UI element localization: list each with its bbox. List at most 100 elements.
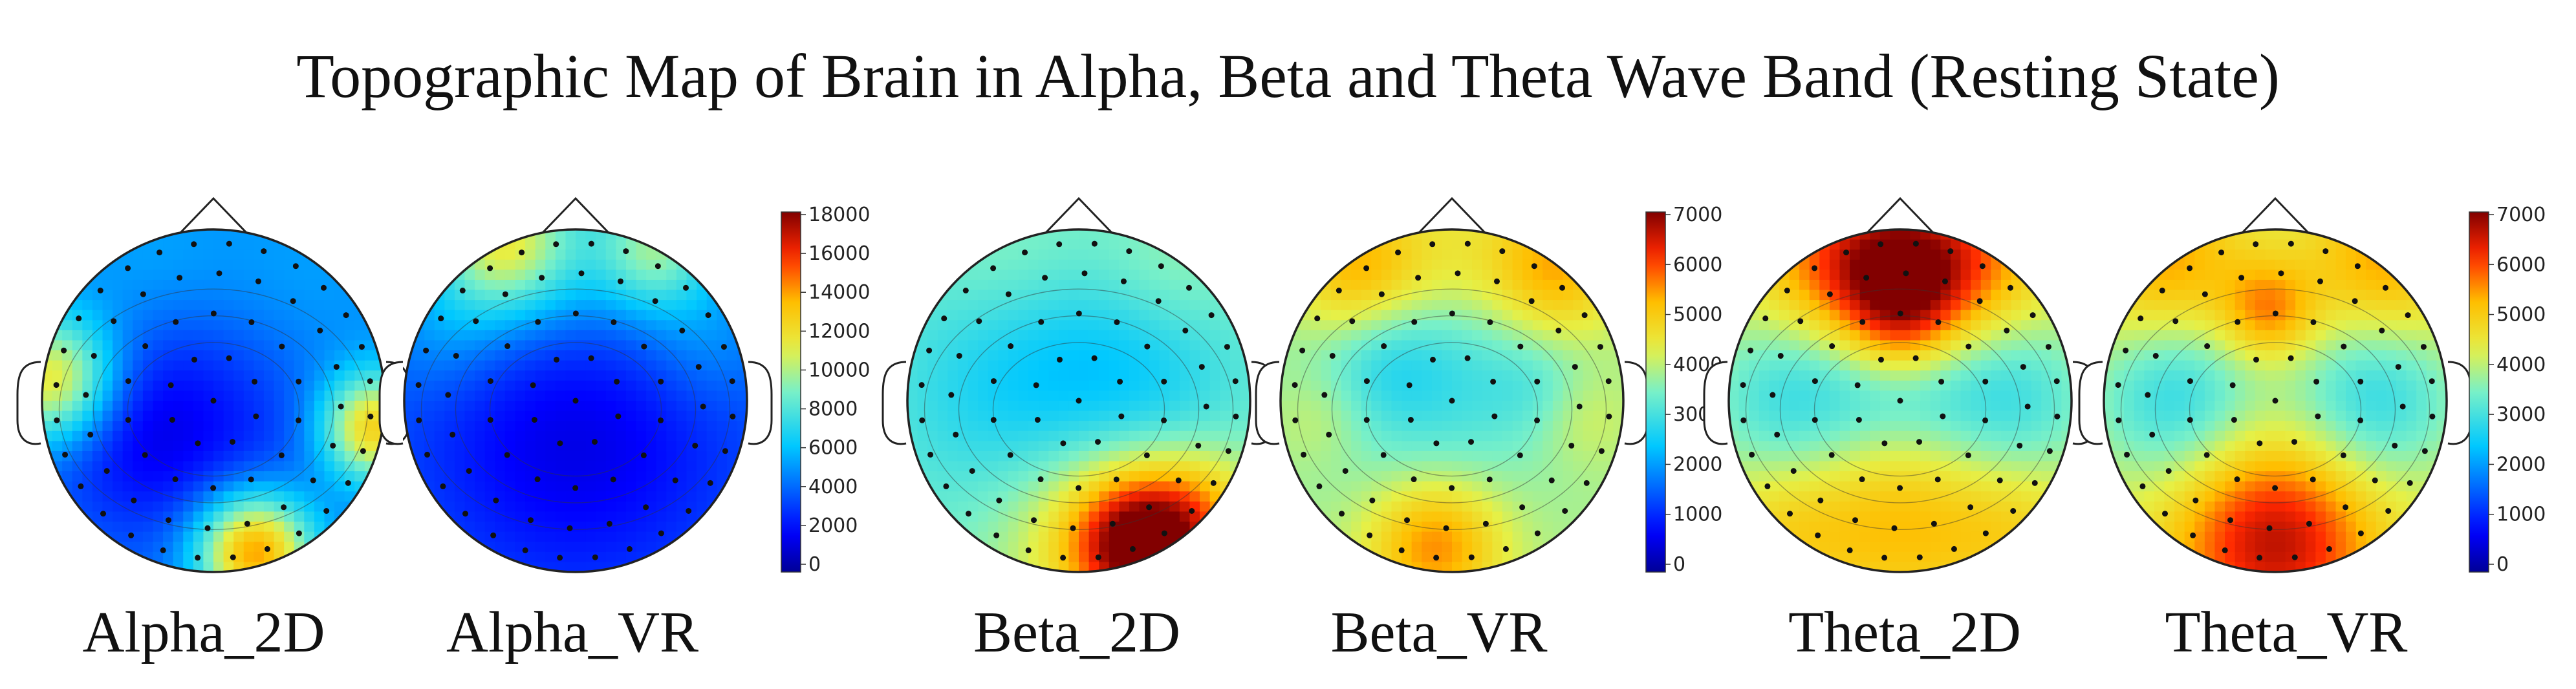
electrode-dot	[1042, 275, 1048, 281]
electrode-dot	[1449, 485, 1455, 491]
electrode-dot	[614, 378, 620, 385]
electrode-dot	[1031, 517, 1037, 524]
electrode-dot	[1562, 507, 1568, 514]
electrode-dot	[1812, 417, 1818, 423]
electrode-dot	[504, 452, 510, 458]
electrode-dot	[1443, 525, 1449, 531]
electrode-dot	[557, 440, 563, 447]
electrode-dot	[1519, 504, 1526, 511]
ear-icon	[2447, 361, 2473, 445]
topomap-beta-vr	[1255, 196, 1649, 573]
electrode-dot	[567, 525, 573, 531]
electrode-dot	[1790, 468, 1797, 474]
electrode-dot	[943, 483, 949, 489]
electrode-dot	[1005, 291, 1012, 297]
electrode-dot	[1951, 546, 1957, 552]
electrode-dot	[641, 343, 647, 350]
electrode-dot	[168, 382, 174, 388]
head-outline	[2103, 228, 2448, 573]
electrode-dot	[61, 347, 67, 354]
electrode-dot	[2340, 452, 2346, 458]
electrode-dot	[1605, 378, 1612, 385]
electrode-dot	[2234, 476, 2240, 483]
electrode-dot	[1859, 476, 1865, 483]
electrode-dot	[643, 504, 649, 511]
electrode-dot	[2352, 298, 2358, 304]
electrode-dot	[2313, 378, 2320, 385]
electrode-dot	[76, 315, 82, 322]
electrode-dot	[1499, 248, 1506, 255]
electrode-dot	[623, 248, 629, 255]
electrode-dot	[1468, 554, 1475, 560]
electrode-dot	[592, 439, 598, 445]
electrode-dot	[296, 378, 302, 385]
electrode-dot	[672, 477, 678, 483]
electrode-dot	[996, 497, 1002, 504]
nose-icon	[2240, 196, 2310, 235]
electrode-dot	[1161, 417, 1167, 423]
electrode-dot	[522, 547, 528, 553]
electrode-dot	[248, 319, 255, 325]
colorbar-tick-label: 3000	[2496, 403, 2546, 426]
electrode-dot	[1336, 288, 1342, 294]
colorbar-tick-label: 6000	[1673, 253, 1722, 276]
electrode-dot	[606, 520, 612, 527]
electrode-dot	[367, 378, 373, 385]
electrode-dot	[172, 476, 179, 483]
electrode-dot	[1129, 546, 1136, 552]
electrode-dot	[1881, 555, 1888, 561]
electrode-dot	[692, 442, 698, 449]
electrode-dot	[2202, 291, 2208, 297]
electrode-dot	[459, 288, 466, 294]
electrode-dot	[617, 278, 623, 284]
electrode-dot	[2372, 477, 2378, 483]
electrode-dot	[572, 485, 579, 491]
electrode-dot	[1762, 315, 1769, 322]
electrode-dot	[1208, 312, 1215, 319]
electrode-dot	[1033, 382, 1039, 388]
electrode-dot	[1897, 310, 1903, 317]
electrode-dot	[1022, 249, 1028, 256]
electrode-dot	[655, 263, 661, 270]
electrode-dot	[2020, 364, 2026, 370]
electrode-dot	[1940, 413, 1946, 419]
electrode-dot	[248, 476, 254, 483]
electrode-dot	[2053, 378, 2060, 385]
electrode-dot	[682, 284, 689, 291]
ear-icon	[2078, 361, 2103, 445]
electrode-dot	[990, 265, 997, 271]
electrode-dot	[720, 344, 727, 350]
electrode-dot	[142, 452, 148, 458]
electrode-dot	[1198, 364, 1205, 370]
electrode-dot	[1449, 398, 1455, 404]
electrode-dot	[1143, 452, 1150, 458]
electrode-dot	[125, 378, 131, 385]
electrode-dot	[2222, 547, 2228, 553]
electrode-dot	[592, 554, 598, 560]
electrode-dot	[1581, 312, 1588, 319]
electrode-dot	[2357, 530, 2364, 536]
electrode-dot	[1433, 440, 1440, 447]
ear-icon	[882, 361, 907, 445]
nose-icon	[1417, 196, 1487, 235]
electrode-dot	[1938, 378, 1945, 385]
electrode-dot	[2172, 318, 2179, 324]
electrode-dot	[2187, 378, 2193, 385]
electrode-dot	[1056, 356, 1063, 363]
electrode-dot	[367, 413, 374, 419]
electrode-dot	[1381, 343, 1387, 350]
electrode-dot	[1363, 265, 1370, 271]
electrode-dot	[2045, 344, 2051, 350]
electrode-dot	[578, 270, 585, 277]
colorbar-tick-label: 7000	[2496, 204, 2546, 226]
electrode-dot	[2343, 504, 2349, 511]
ear-icon	[1255, 361, 1280, 445]
electrode-dot	[1070, 525, 1076, 531]
electrode-dot	[918, 382, 925, 388]
electrode-dot	[1056, 241, 1063, 248]
colorbar-tick-label: 2000	[1673, 453, 1722, 476]
electrode-dot	[553, 356, 559, 363]
electrode-dot	[1114, 319, 1120, 325]
electrode-dot	[1517, 452, 1523, 458]
electrode-dot	[990, 378, 997, 385]
